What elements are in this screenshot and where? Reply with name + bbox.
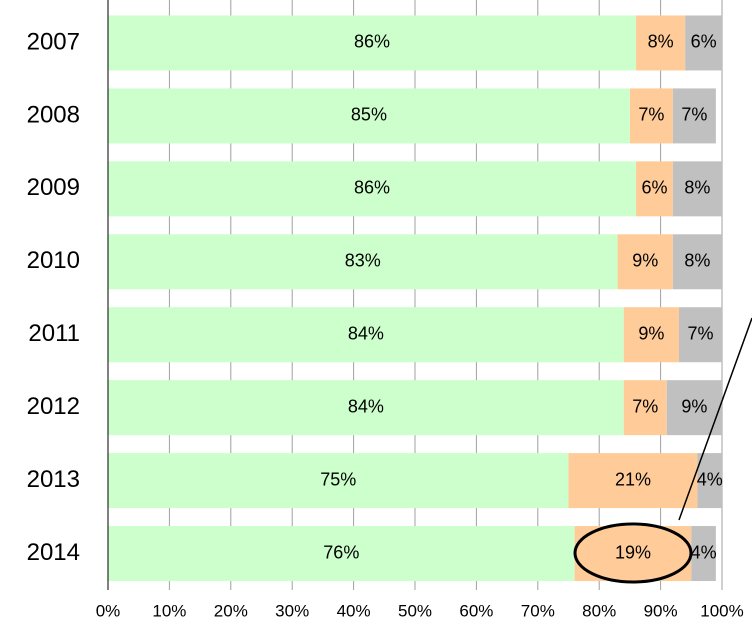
bar-segment [685, 15, 722, 71]
value-label: 21% [615, 469, 651, 489]
x-tick-label: 90% [644, 601, 678, 620]
bar-segment [672, 161, 722, 217]
y-tick-label: 2008 [27, 101, 80, 128]
y-tick-label: 2010 [27, 247, 80, 274]
y-tick-label: 2012 [27, 393, 80, 420]
bars [108, 15, 722, 582]
bar-segment [108, 161, 637, 217]
value-label: 9% [681, 396, 707, 416]
value-label: 4% [691, 542, 717, 562]
y-tick-label: 2014 [27, 539, 80, 566]
x-tick-label: 30% [275, 601, 309, 620]
x-tick-label: 80% [582, 601, 616, 620]
x-tick-label: 100% [700, 601, 743, 620]
value-label: 75% [320, 469, 356, 489]
value-label: 7% [638, 105, 664, 125]
value-label: 86% [354, 32, 390, 52]
x-tick-label: 10% [152, 601, 186, 620]
bar-segment [623, 380, 667, 436]
x-tick-label: 50% [398, 601, 432, 620]
value-label: 19% [615, 542, 651, 562]
bar-segment [574, 526, 692, 582]
value-label: 8% [648, 32, 674, 52]
value-label: 7% [632, 396, 658, 416]
bar-segment [672, 234, 722, 290]
bar-segment [629, 88, 673, 144]
value-label: 8% [684, 178, 710, 198]
highlight-ellipse [573, 522, 693, 584]
value-label: 8% [684, 251, 710, 271]
x-tick-label: 20% [214, 601, 248, 620]
value-label: 9% [632, 251, 658, 271]
y-tick-label: 2013 [27, 466, 80, 493]
bar-segment [108, 526, 575, 582]
annotation-line [678, 317, 752, 521]
x-tick-label: 70% [521, 601, 555, 620]
bar-segment [108, 234, 618, 290]
x-tick-label: 40% [337, 601, 371, 620]
value-label: 86% [354, 178, 390, 198]
bar-segment [636, 161, 673, 217]
bar-segment [108, 453, 569, 509]
y-tick-label: 2009 [27, 174, 80, 201]
bar-segment [568, 453, 698, 509]
value-label: 84% [348, 323, 384, 343]
y-tick-label: 2011 [28, 320, 80, 347]
bar-segment [617, 234, 673, 290]
bar-segment [108, 88, 630, 144]
bar-segment [636, 15, 686, 71]
value-label: 7% [688, 323, 714, 343]
bar-segment [108, 380, 624, 436]
value-label: 4% [697, 469, 723, 489]
bar-segment [679, 307, 722, 363]
value-label: 84% [348, 396, 384, 416]
bar-segment [697, 453, 722, 509]
bar-segment [108, 307, 624, 363]
value-label: 76% [323, 542, 359, 562]
x-tick-label: 60% [459, 601, 493, 620]
value-label: 83% [345, 251, 381, 271]
value-label: 6% [691, 32, 717, 52]
y-tick-label: 2007 [27, 28, 80, 55]
bar-segment [108, 15, 637, 71]
bar-segment [672, 88, 716, 144]
x-tick-label: 0% [96, 601, 121, 620]
value-label: 9% [638, 323, 664, 343]
bar-segment [623, 307, 680, 363]
value-label: 7% [681, 105, 707, 125]
value-label: 85% [351, 105, 387, 125]
value-label: 6% [641, 178, 667, 198]
bar-segment [691, 526, 716, 582]
